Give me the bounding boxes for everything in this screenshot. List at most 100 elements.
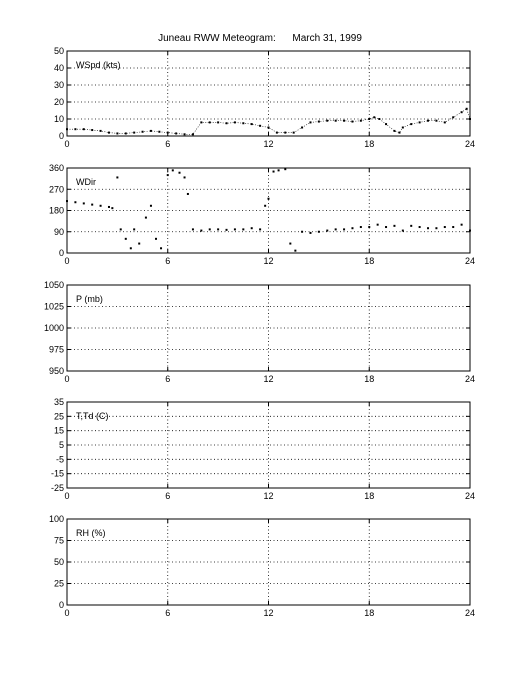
data-point (91, 203, 94, 206)
data-point (284, 168, 287, 171)
data-point (410, 224, 413, 227)
data-point (264, 204, 267, 207)
data-point (200, 229, 203, 232)
panel-4: 0 6 12 18 24 0 25 50 75 100 RH (%) (49, 514, 475, 618)
x-tick-label: 12 (263, 491, 273, 501)
x-tick-label: 18 (364, 608, 374, 618)
data-point (284, 131, 287, 134)
data-point (309, 231, 312, 234)
data-point (124, 132, 127, 135)
data-point (294, 249, 297, 252)
data-point (289, 242, 292, 245)
y-tick-label: 30 (54, 80, 64, 90)
data-point (398, 131, 401, 134)
y-tick-label: 180 (49, 206, 64, 216)
data-point (186, 192, 189, 195)
data-point (166, 174, 169, 177)
x-tick-label: 0 (64, 139, 69, 149)
figure-title: Juneau RWW Meteogram: March 31, 1999 (158, 33, 362, 44)
series-trace (67, 108, 471, 135)
data-point (267, 197, 270, 200)
data-point (465, 107, 468, 110)
x-tick-label: 24 (465, 139, 475, 149)
x-tick-label: 18 (364, 139, 374, 149)
data-point (343, 119, 346, 122)
data-point (144, 216, 147, 219)
data-point (99, 204, 102, 207)
data-point (225, 122, 228, 125)
data-point (250, 227, 253, 230)
y-tick-label: 0 (59, 600, 64, 610)
data-point (378, 118, 381, 120)
data-point (82, 202, 85, 205)
x-tick-label: 18 (364, 491, 374, 501)
y-tick-label: 100 (49, 514, 64, 524)
data-point (116, 176, 119, 179)
data-point (427, 119, 430, 122)
panel-label: WDir (76, 177, 96, 187)
data-point (460, 223, 463, 226)
x-tick-label: 18 (364, 256, 374, 266)
panel-3: 0 6 12 18 24 -25 -15 -5 5 15 25 35 T,Td (C) (51, 397, 475, 501)
data-point (326, 119, 329, 122)
x-tick-label: 24 (465, 608, 475, 618)
series (66, 107, 471, 136)
y-tick-label: 950 (49, 366, 64, 376)
y-tick-label: -5 (56, 454, 64, 464)
data-point (133, 228, 136, 231)
x-tick-label: 0 (64, 374, 69, 384)
data-point (111, 207, 114, 210)
data-point (107, 205, 110, 208)
data-point (178, 171, 181, 174)
y-tick-label: 20 (54, 97, 64, 107)
y-tick-label: 1050 (44, 280, 64, 290)
data-point (410, 123, 413, 126)
data-point (435, 227, 438, 230)
panel-1: 0 6 12 18 24 0 90 180 270 360 WDir (49, 163, 475, 266)
x-tick-label: 0 (64, 256, 69, 266)
y-tick-label: 90 (54, 227, 64, 237)
data-point (393, 129, 396, 132)
data-point (443, 226, 446, 229)
data-point (376, 223, 379, 226)
data-point (250, 123, 253, 126)
data-point (368, 226, 371, 229)
x-tick-label: 24 (465, 374, 475, 384)
data-point (233, 228, 236, 231)
data-point (107, 131, 110, 134)
x-tick-label: 18 (364, 374, 374, 384)
panel-2: 0 6 12 18 24 950 975 1000 1025 1050 P (mb) (44, 280, 475, 384)
data-point (469, 229, 471, 232)
data-point (317, 230, 320, 233)
series (66, 168, 471, 252)
panel-label: WSpd (kts) (76, 60, 121, 70)
data-point (191, 228, 194, 231)
y-tick-label: 40 (54, 63, 64, 73)
y-tick-label: -15 (51, 469, 64, 479)
data-point (233, 121, 236, 124)
y-tick-label: 975 (49, 345, 64, 355)
data-point (277, 169, 280, 172)
x-tick-label: 0 (64, 608, 69, 618)
y-tick-label: 50 (54, 46, 64, 56)
x-tick-label: 6 (165, 608, 170, 618)
x-tick-label: 6 (165, 139, 170, 149)
data-point (138, 242, 141, 245)
x-tick-label: 12 (263, 139, 273, 149)
y-tick-label: 0 (59, 131, 64, 141)
data-point (133, 131, 136, 134)
x-tick-label: 6 (165, 491, 170, 501)
x-tick-label: 12 (263, 608, 273, 618)
x-tick-label: 0 (64, 491, 69, 501)
data-point (217, 228, 220, 231)
data-point (171, 169, 174, 172)
data-point (225, 228, 228, 231)
data-point (149, 129, 152, 132)
data-point (74, 201, 77, 204)
data-point (368, 118, 371, 120)
panel-label: T,Td (C) (76, 411, 109, 421)
data-point (351, 120, 354, 123)
y-tick-label: 5 (59, 440, 64, 450)
x-tick-label: 6 (165, 374, 170, 384)
